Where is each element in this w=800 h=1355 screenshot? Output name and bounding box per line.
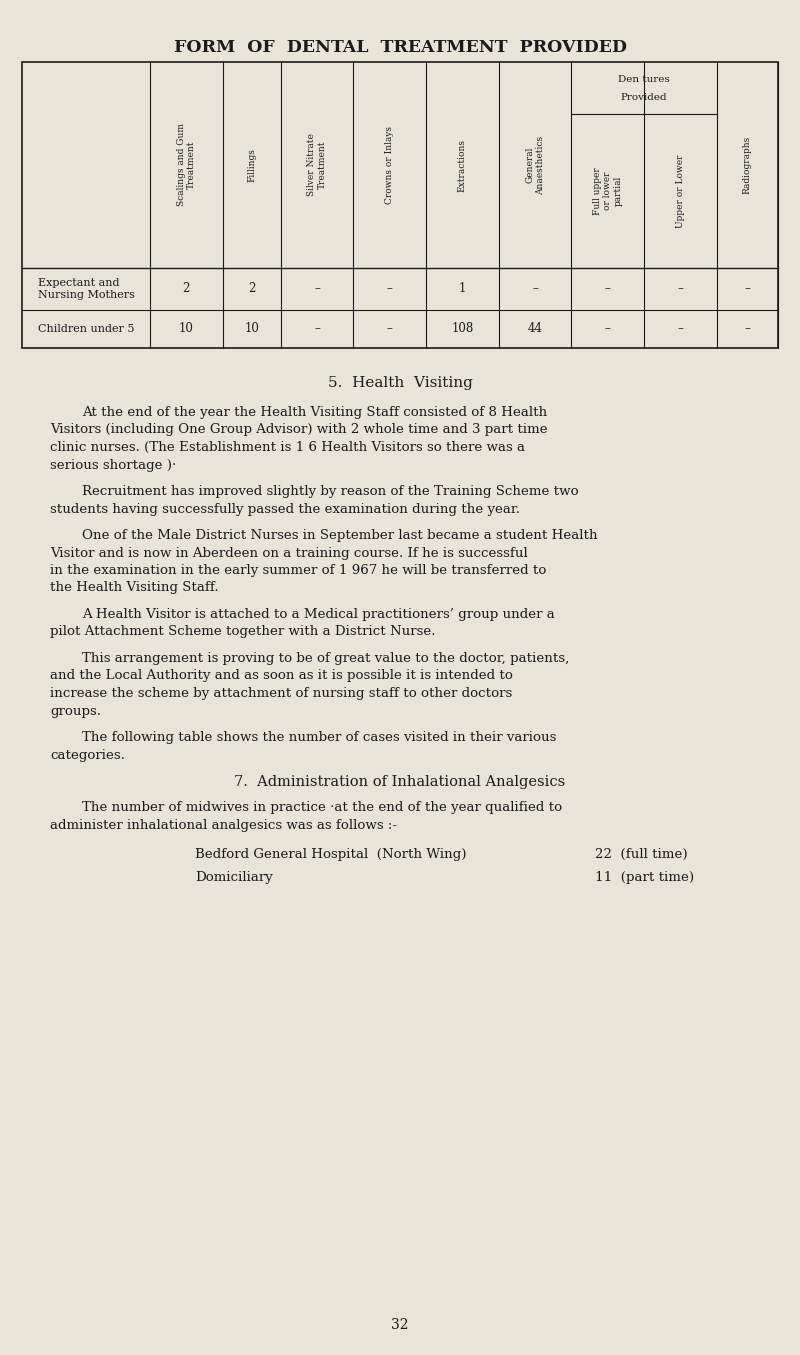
Text: –: – (605, 322, 610, 336)
Text: At the end of the year the Health Visiting Staff consisted of 8 Health: At the end of the year the Health Visiti… (82, 406, 547, 419)
Text: Provided: Provided (621, 93, 667, 103)
Text: 11  (part time): 11 (part time) (595, 871, 694, 883)
Text: serious shortage )·: serious shortage )· (50, 458, 176, 472)
Text: Domiciliary: Domiciliary (195, 871, 273, 883)
Text: administer inhalational analgesics was as follows :-: administer inhalational analgesics was a… (50, 818, 397, 832)
Text: in the examination in the early summer of 1 967 he will be transferred to: in the examination in the early summer o… (50, 564, 546, 577)
Text: One of the Male District Nurses in September last became a student Health: One of the Male District Nurses in Septe… (82, 528, 598, 542)
Text: –: – (605, 282, 610, 295)
Text: A Health Visitor is attached to a Medical practitioners’ group under a: A Health Visitor is attached to a Medica… (82, 608, 554, 621)
Text: Visitor and is now in Aberdeen on a training course. If he is successful: Visitor and is now in Aberdeen on a trai… (50, 546, 528, 560)
Text: –: – (744, 282, 750, 295)
Text: –: – (314, 282, 320, 295)
Text: 32: 32 (391, 1318, 409, 1332)
Text: increase the scheme by attachment of nursing staff to other doctors: increase the scheme by attachment of nur… (50, 687, 512, 701)
Text: General
Anaesthetics: General Anaesthetics (526, 136, 545, 195)
Text: Silver Nitrate
Treatment: Silver Nitrate Treatment (307, 134, 326, 196)
Text: groups.: groups. (50, 705, 101, 718)
Text: –: – (744, 322, 750, 336)
Text: Children under 5: Children under 5 (38, 324, 134, 333)
Text: Full upper
or lower
partial: Full upper or lower partial (593, 167, 622, 215)
Text: clinic nurses. (The Establishment is 1 6 Health Visitors so there was a: clinic nurses. (The Establishment is 1 6… (50, 440, 525, 454)
Text: Recruitment has improved slightly by reason of the Training Scheme two: Recruitment has improved slightly by rea… (82, 485, 578, 499)
Text: 108: 108 (451, 322, 474, 336)
Text: Expectant and
Nursing Mothers: Expectant and Nursing Mothers (38, 278, 134, 299)
Text: 5.  Health  Visiting: 5. Health Visiting (327, 375, 473, 390)
Text: Radiographs: Radiographs (742, 136, 752, 194)
Text: This arrangement is proving to be of great value to the doctor, patients,: This arrangement is proving to be of gre… (82, 652, 570, 665)
Text: –: – (314, 322, 320, 336)
Text: The number of midwives in practice ·at the end of the year qualified to: The number of midwives in practice ·at t… (82, 801, 562, 814)
Text: Fillings: Fillings (247, 148, 256, 182)
Text: –: – (386, 282, 393, 295)
Text: 2: 2 (248, 282, 255, 295)
Text: 1: 1 (458, 282, 466, 295)
Text: The following table shows the number of cases visited in their various: The following table shows the number of … (82, 730, 556, 744)
Bar (22, 62, 778, 348)
Text: FORM  OF  DENTAL  TREATMENT  PROVIDED: FORM OF DENTAL TREATMENT PROVIDED (174, 39, 626, 57)
Text: –: – (532, 282, 538, 295)
Text: Bedford General Hospital  (North Wing): Bedford General Hospital (North Wing) (195, 848, 466, 860)
Text: 10: 10 (244, 322, 259, 336)
Text: 7.  Administration of Inhalational Analgesics: 7. Administration of Inhalational Analge… (234, 775, 566, 789)
Text: students having successfully passed the examination during the year.: students having successfully passed the … (50, 503, 520, 515)
Text: –: – (386, 322, 393, 336)
Text: Extractions: Extractions (458, 138, 467, 191)
Text: pilot Attachment Scheme together with a District Nurse.: pilot Attachment Scheme together with a … (50, 626, 435, 638)
Text: 22  (full time): 22 (full time) (595, 848, 688, 860)
Text: Crowns or Inlays: Crowns or Inlays (385, 126, 394, 205)
Text: Upper or Lower: Upper or Lower (676, 154, 685, 228)
Text: Visitors (including One Group Advisor) with 2 whole time and 3 part time: Visitors (including One Group Advisor) w… (50, 424, 548, 436)
Text: and the Local Authority and as soon as it is possible it is intended to: and the Local Authority and as soon as i… (50, 669, 513, 683)
Text: –: – (678, 282, 683, 295)
Text: 10: 10 (179, 322, 194, 336)
Text: Den tures: Den tures (618, 76, 670, 84)
Text: –: – (678, 322, 683, 336)
Text: Scalings and Gum
Treatment: Scalings and Gum Treatment (177, 123, 196, 206)
Text: 2: 2 (182, 282, 190, 295)
Text: 44: 44 (527, 322, 542, 336)
Text: categories.: categories. (50, 748, 125, 762)
Text: the Health Visiting Staff.: the Health Visiting Staff. (50, 581, 218, 595)
